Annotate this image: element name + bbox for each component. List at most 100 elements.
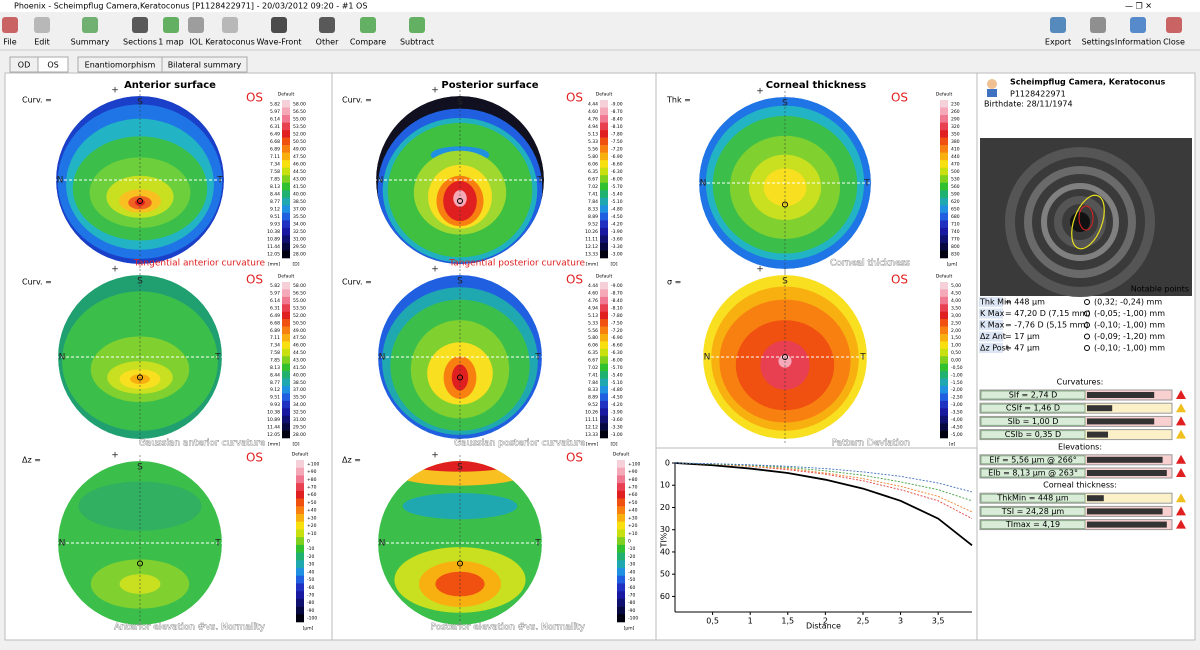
toolbar-button[interactable]: IOL <box>189 38 203 47</box>
scale-swatch <box>600 348 608 357</box>
scale-label: 350 <box>951 131 960 137</box>
view-tab[interactable] <box>161 56 248 73</box>
scale-swatch <box>296 506 304 515</box>
toolbar-button[interactable]: Other <box>316 38 339 47</box>
scale-label: 34.00 <box>293 222 306 228</box>
toolbar-icon[interactable] <box>1166 17 1182 33</box>
scale-label: 830 <box>951 252 960 258</box>
toolbar-icon[interactable] <box>1090 17 1106 33</box>
scale-swatch <box>282 250 290 259</box>
scale-swatch <box>282 341 290 350</box>
toolbar-icon[interactable] <box>163 17 179 33</box>
scale-swatch <box>600 235 608 244</box>
toolbar-icon[interactable] <box>1130 17 1146 33</box>
toolbar-icon[interactable] <box>34 17 50 33</box>
measure-value: = 47,20 D (7,15 mm) <box>1005 309 1091 318</box>
scale-label: -5.10 <box>611 199 623 205</box>
scale-swatch <box>282 122 290 131</box>
scale-swatch <box>600 152 608 161</box>
scale-swatch <box>617 591 625 600</box>
toolbar-button[interactable]: Settings <box>1082 38 1115 47</box>
scale-label: +30 <box>307 515 317 521</box>
toolbar-button[interactable]: Edit <box>34 38 50 47</box>
toolbar-icon[interactable] <box>319 17 335 33</box>
toolbar-button[interactable]: File <box>3 38 16 47</box>
scale-label: 290 <box>951 116 960 122</box>
scale-label: +60 <box>628 492 638 498</box>
scale-swatch <box>940 242 948 251</box>
toolbar-button[interactable]: Close <box>1163 38 1185 47</box>
toolbar-button[interactable]: Subtract <box>400 38 434 47</box>
scale-label: 56.50 <box>293 109 306 115</box>
toolbar-icon[interactable] <box>132 17 148 33</box>
index-gauge <box>1087 405 1113 412</box>
map-center <box>782 201 788 208</box>
scale-label: -50 <box>628 577 635 583</box>
scale-label: 10.26 <box>585 229 598 235</box>
scale-label: 43.00 <box>293 177 306 183</box>
toolbar-button[interactable]: Compare <box>350 38 386 47</box>
map-center <box>137 560 143 567</box>
eye-tab-label[interactable]: OD <box>18 61 30 70</box>
toolbar-icon[interactable] <box>1050 17 1066 33</box>
scale-swatch <box>282 371 290 379</box>
toolbar-icon[interactable] <box>2 17 18 33</box>
toolbar-icon[interactable] <box>360 17 376 33</box>
scale-swatch <box>600 227 608 236</box>
toolbar-button[interactable]: 1 map <box>158 38 183 47</box>
toolbar-button[interactable]: Information <box>1115 38 1161 47</box>
scale-label: 7.02 <box>588 184 598 190</box>
eye-tab[interactable] <box>37 56 69 73</box>
orientation-label: S <box>137 463 143 473</box>
scale-label: 6.49 <box>270 313 280 319</box>
scale-label: -8.40 <box>611 116 623 122</box>
map-center <box>457 560 463 567</box>
toolbar-icon[interactable] <box>188 17 204 33</box>
scale-label: 6.67 <box>588 358 598 364</box>
orientation-label: N <box>700 179 707 189</box>
point-icon <box>1084 345 1090 351</box>
toolbar-button[interactable]: Wave-Front <box>256 38 301 47</box>
toolbar-button[interactable]: Sections <box>123 38 157 47</box>
scale-swatch <box>940 415 948 424</box>
scale-label: 7.84 <box>588 199 598 205</box>
map-caption: Gaussian posterior curvature <box>454 439 585 449</box>
y-tick-label: 10 <box>660 481 670 490</box>
scale-swatch <box>940 137 948 146</box>
scale-swatch <box>940 393 948 402</box>
toolbar-icon[interactable] <box>222 17 238 33</box>
eye-tab-label[interactable]: OS <box>47 61 58 70</box>
toolbar-button[interactable]: Export <box>1045 38 1071 47</box>
scale-swatch <box>617 537 625 546</box>
index-value: EIb = 8,13 µm @ 263° <box>988 469 1078 478</box>
scale-swatch <box>940 363 948 372</box>
view-tab-label[interactable]: Enantiomorphism <box>85 61 156 70</box>
scale-label: 5.56 <box>588 146 598 152</box>
scale-label: 230 <box>951 101 960 107</box>
orientation-label: N <box>59 353 66 363</box>
scale-label: -6.00 <box>611 177 623 183</box>
title-bar <box>0 0 1200 12</box>
scale-header: Default <box>278 92 295 98</box>
scale-label: 5.33 <box>588 139 598 145</box>
window-controls[interactable]: — ❐ ✕ <box>1125 2 1152 11</box>
scale-swatch <box>940 167 948 176</box>
scale-label: 0 <box>307 539 310 545</box>
toolbar-button[interactable]: Keratoconus <box>205 38 255 47</box>
scale-label: 560 <box>951 184 960 190</box>
toolbar-button[interactable]: Summary <box>71 38 110 47</box>
scale-label: 5.13 <box>588 313 598 319</box>
toolbar-icon[interactable] <box>271 17 287 33</box>
scale-swatch <box>940 205 948 214</box>
toolbar-icon[interactable] <box>82 17 98 33</box>
point-icon <box>1084 322 1090 328</box>
scale-swatch <box>600 130 608 138</box>
scale-label: 6.14 <box>270 116 280 122</box>
view-tab-label[interactable]: Bilateral summary <box>168 61 242 70</box>
scale-swatch <box>600 341 608 350</box>
toolbar-icon[interactable] <box>409 17 425 33</box>
index-heading: Corneal thickness: <box>1043 481 1117 490</box>
scale-header: Default <box>292 452 309 458</box>
scale-swatch <box>940 400 948 409</box>
scale-swatch <box>617 514 625 523</box>
